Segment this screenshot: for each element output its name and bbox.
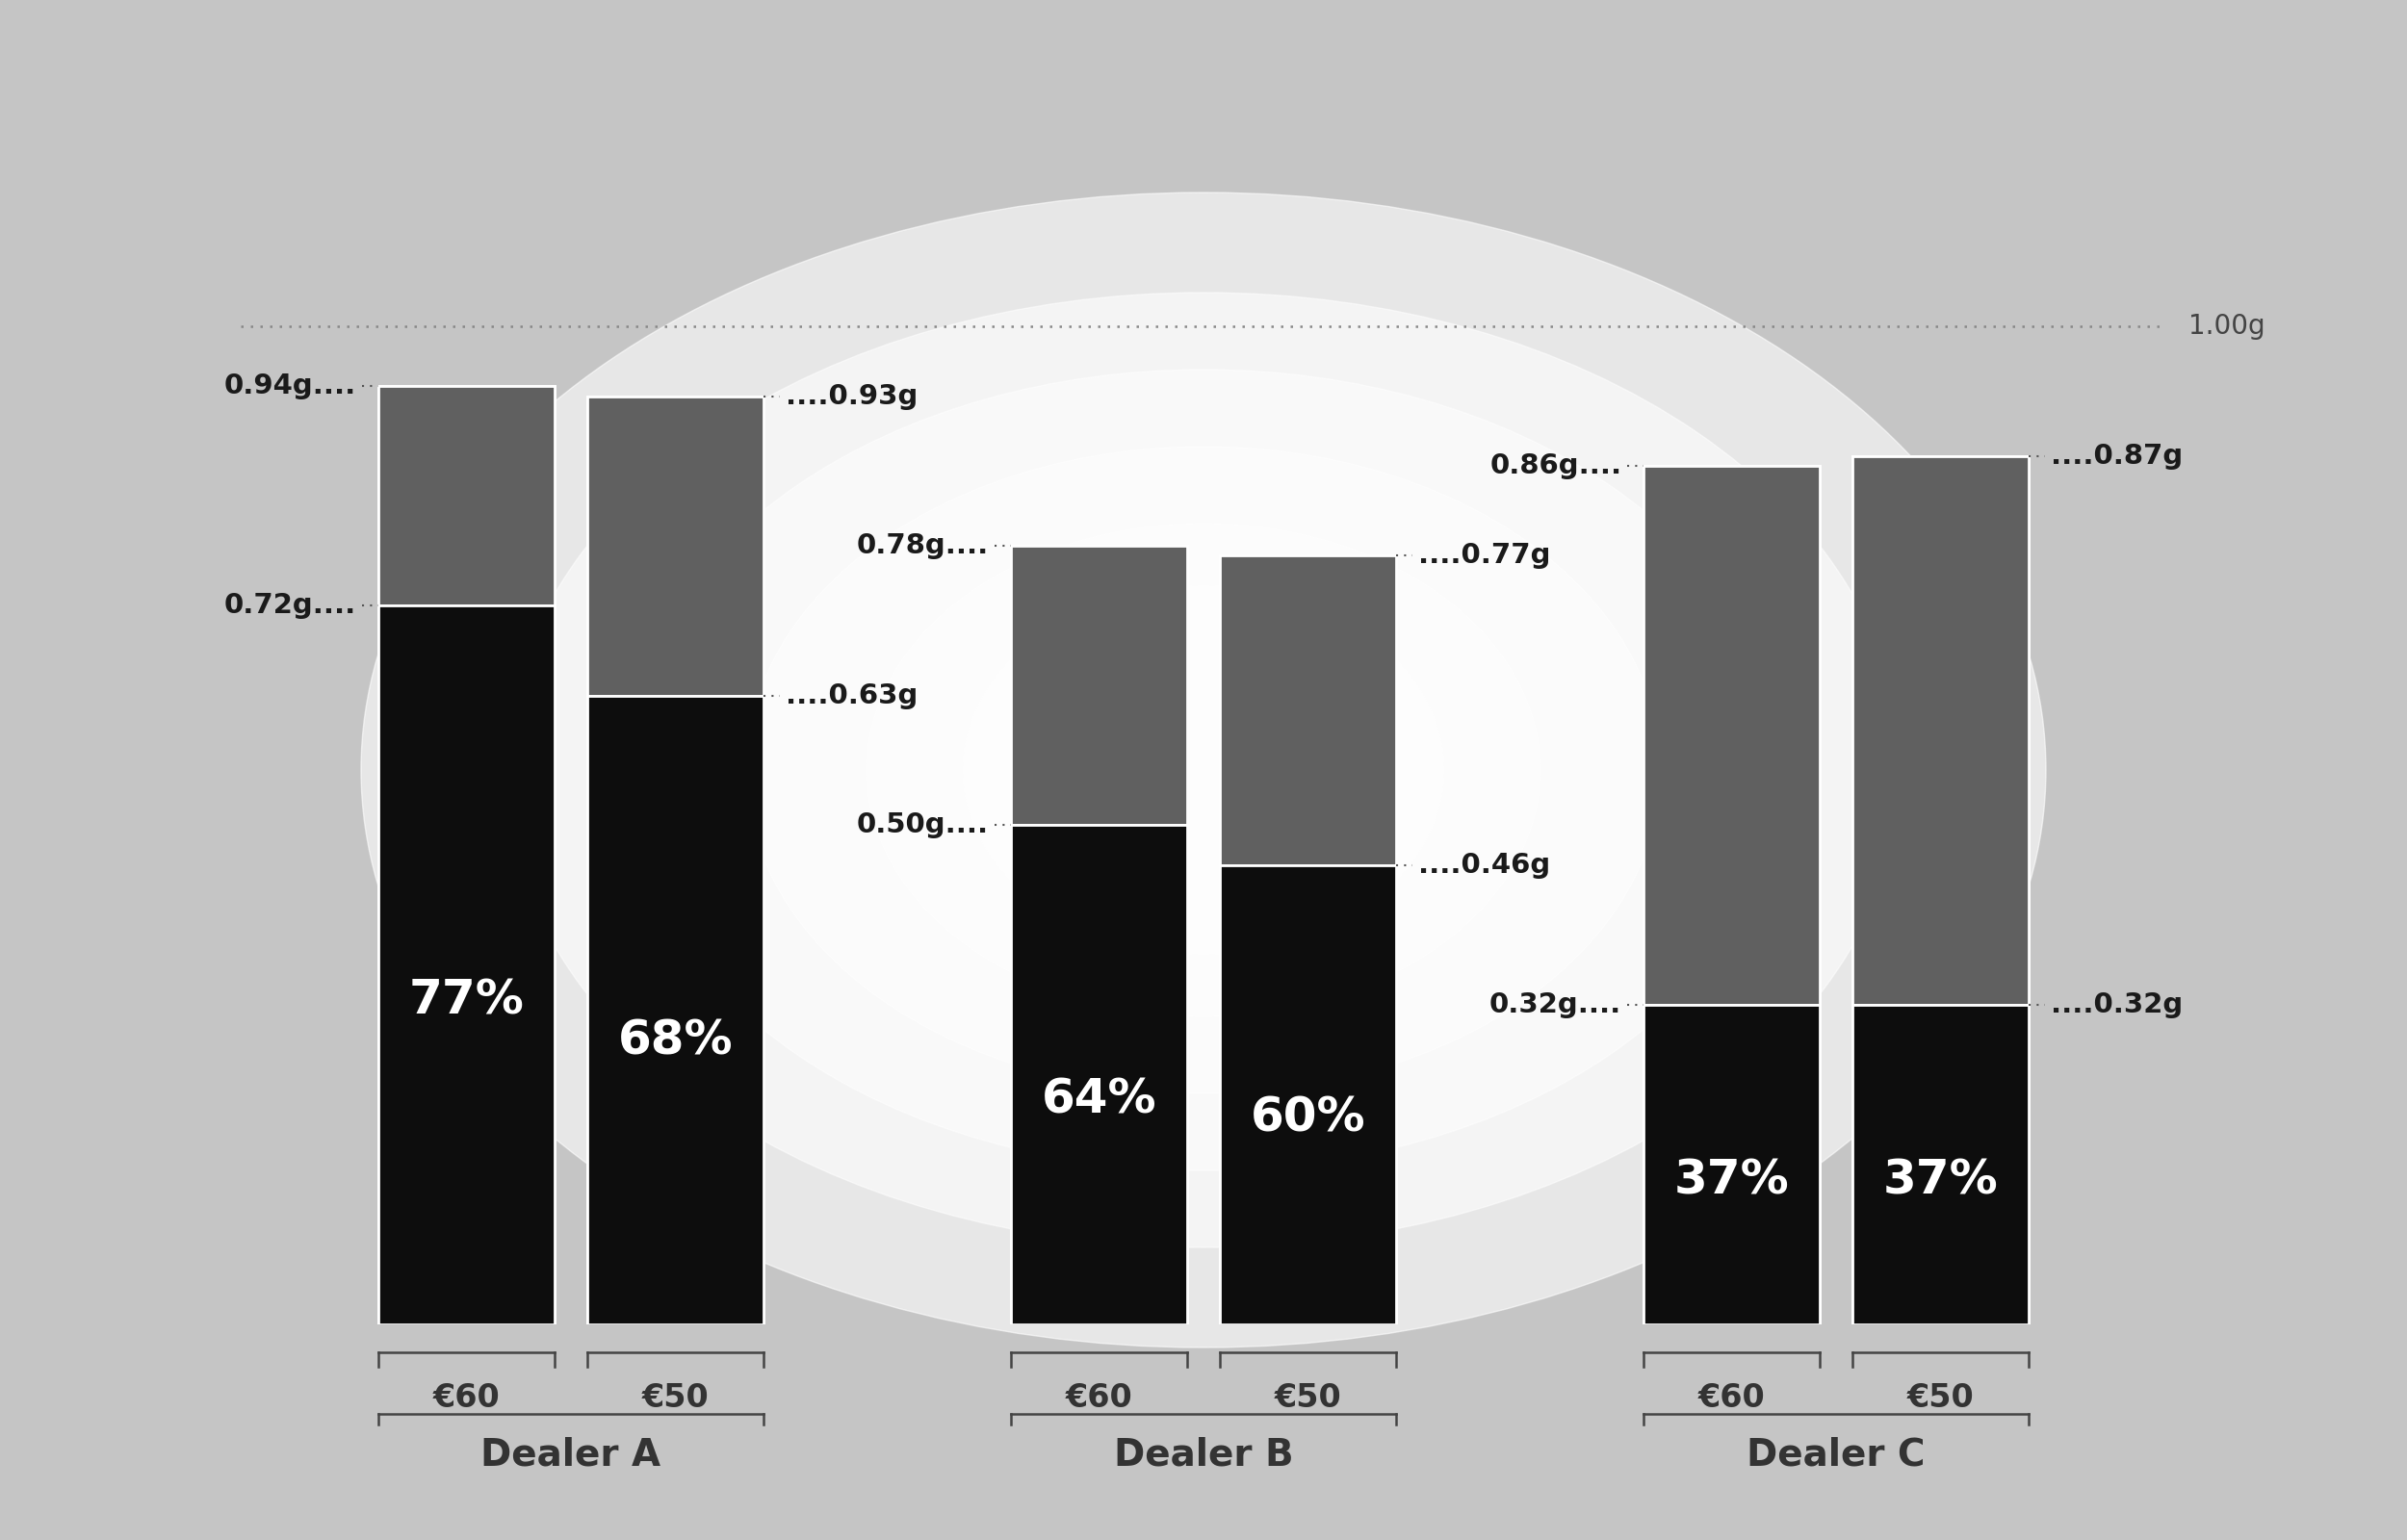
Text: ....0.77g: ....0.77g bbox=[1418, 542, 1550, 570]
Text: 0.78g....: 0.78g.... bbox=[857, 533, 989, 559]
Text: 0.50g....: 0.50g.... bbox=[857, 812, 989, 839]
Text: €50: €50 bbox=[1906, 1383, 1974, 1414]
Bar bbox=[587, 396, 763, 696]
Bar bbox=[587, 696, 763, 1324]
Text: ....0.32g: ....0.32g bbox=[2051, 992, 2183, 1018]
Text: €60: €60 bbox=[1697, 1383, 1764, 1414]
Text: 68%: 68% bbox=[619, 1018, 732, 1064]
Bar bbox=[1011, 545, 1187, 825]
Text: 0.32g....: 0.32g.... bbox=[1490, 992, 1622, 1018]
Bar bbox=[587, 396, 763, 1324]
Text: Dealer A: Dealer A bbox=[481, 1437, 662, 1472]
Bar bbox=[1220, 865, 1396, 1324]
Text: 0.72g....: 0.72g.... bbox=[224, 593, 356, 619]
Text: 0.86g....: 0.86g.... bbox=[1490, 453, 1622, 479]
Ellipse shape bbox=[361, 192, 2046, 1348]
Text: 1.00g: 1.00g bbox=[2188, 313, 2265, 340]
Bar bbox=[378, 605, 554, 1324]
Ellipse shape bbox=[746, 447, 1661, 1093]
Text: 60%: 60% bbox=[1252, 1095, 1365, 1141]
Text: 37%: 37% bbox=[1882, 1158, 1998, 1204]
Text: €60: €60 bbox=[1066, 1383, 1134, 1414]
Text: ....0.46g: ....0.46g bbox=[1418, 852, 1550, 879]
Ellipse shape bbox=[867, 524, 1540, 1016]
Text: Dealer B: Dealer B bbox=[1114, 1437, 1293, 1472]
Text: 64%: 64% bbox=[1042, 1076, 1155, 1123]
Text: €50: €50 bbox=[643, 1383, 710, 1414]
Text: ....0.93g: ....0.93g bbox=[785, 382, 917, 410]
Text: 37%: 37% bbox=[1673, 1158, 1788, 1204]
Bar bbox=[1644, 467, 1820, 1006]
Bar bbox=[1644, 467, 1820, 1324]
Ellipse shape bbox=[505, 293, 1902, 1247]
Text: €60: €60 bbox=[433, 1383, 501, 1414]
Bar bbox=[1853, 456, 2029, 1324]
Bar bbox=[378, 387, 554, 605]
Text: 77%: 77% bbox=[409, 978, 525, 1024]
Bar bbox=[1220, 556, 1396, 865]
Text: €50: €50 bbox=[1273, 1383, 1341, 1414]
Text: Dealer C: Dealer C bbox=[1747, 1437, 1926, 1472]
Bar bbox=[1853, 456, 2029, 1006]
Bar bbox=[1853, 1006, 2029, 1324]
Bar bbox=[1644, 1006, 1820, 1324]
Bar bbox=[1011, 825, 1187, 1324]
Bar bbox=[1011, 545, 1187, 1324]
Bar bbox=[1220, 556, 1396, 1324]
Bar bbox=[378, 387, 554, 1324]
Ellipse shape bbox=[626, 370, 1781, 1170]
Ellipse shape bbox=[963, 585, 1444, 955]
Text: ....0.87g: ....0.87g bbox=[2051, 442, 2183, 470]
Text: ....0.63g: ....0.63g bbox=[785, 682, 917, 708]
Text: 0.94g....: 0.94g.... bbox=[224, 373, 356, 399]
